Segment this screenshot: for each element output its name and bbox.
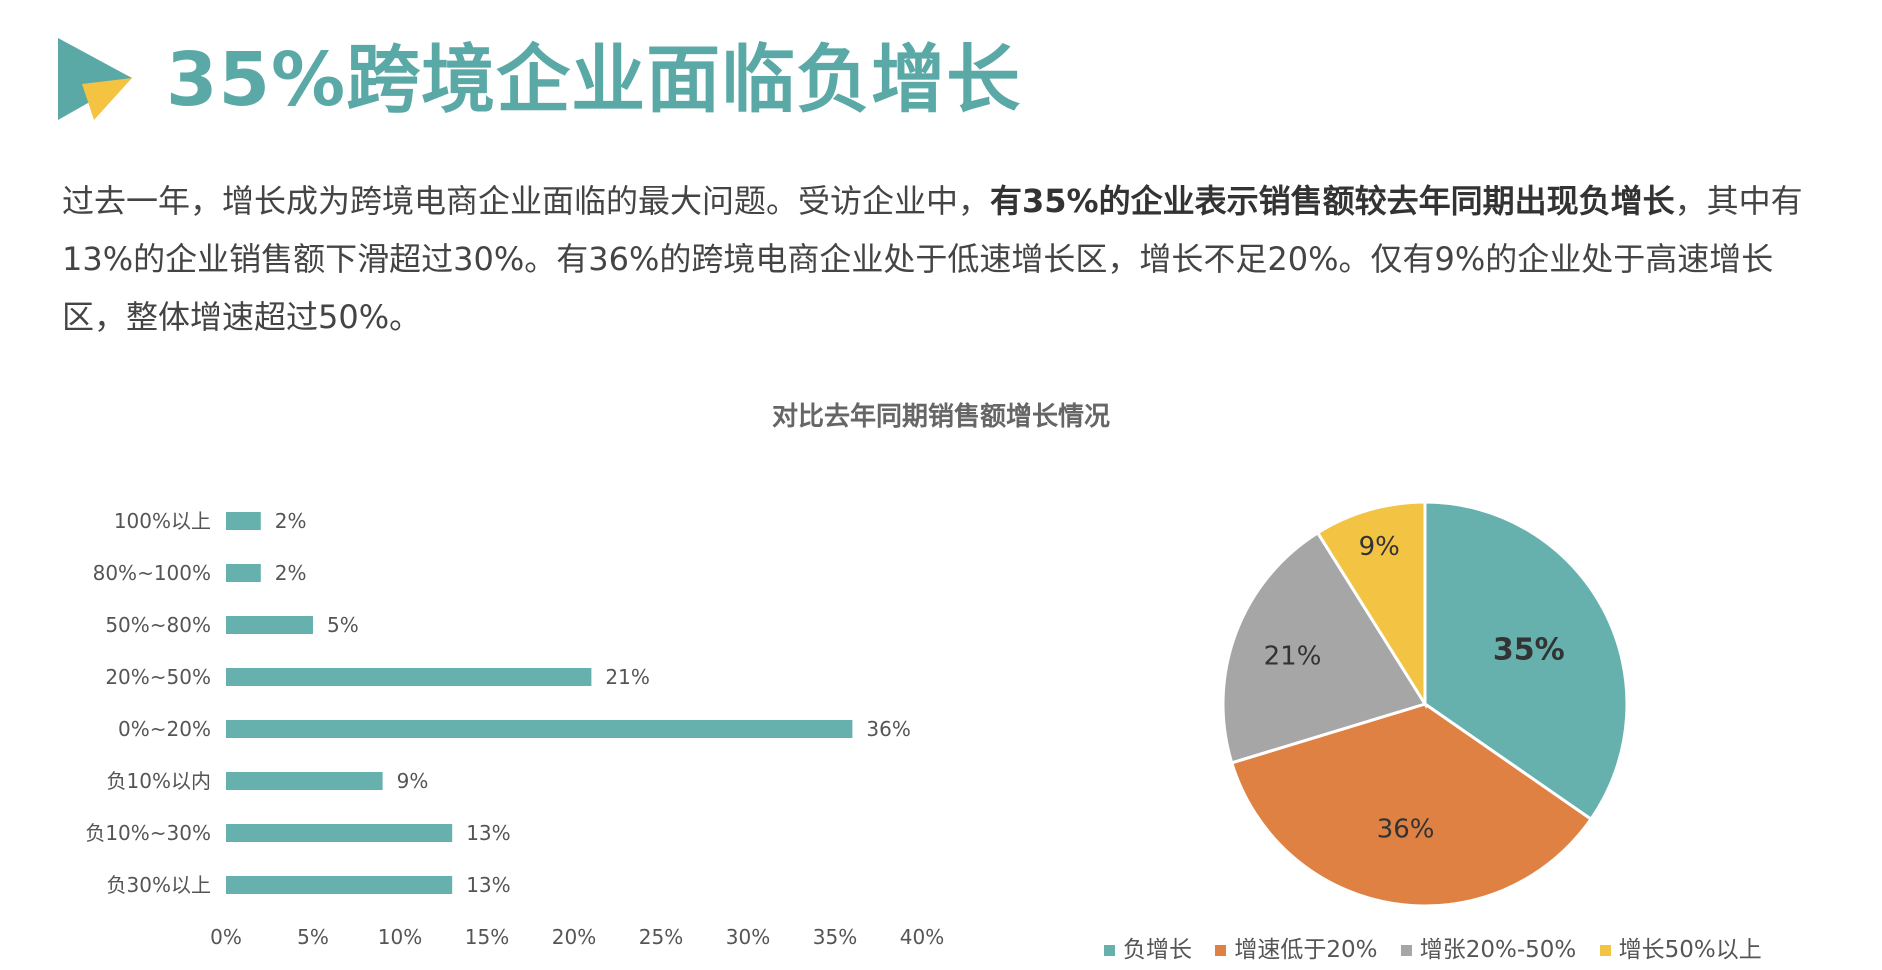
bar-category-label: 0%~20% <box>118 717 211 741</box>
bar-category-label: 负10%~30% <box>85 821 211 845</box>
bar-category-label: 80%~100% <box>93 561 211 585</box>
bar <box>226 668 592 686</box>
bar-value-label: 13% <box>466 821 510 845</box>
pie-slice <box>1221 530 1428 765</box>
pie-value-label: 9% <box>1359 532 1400 562</box>
pie-slice <box>1423 500 1629 822</box>
summary-highlight: 有35%的企业表示销售额较去年同期出现负增长 <box>990 182 1675 220</box>
legend-swatch <box>1400 945 1412 956</box>
legend-label: 增长50%以上 <box>1618 937 1762 963</box>
legend-item-negative: 负增长 <box>1104 930 1192 964</box>
bar <box>226 772 383 790</box>
x-tick-label: 25% <box>639 925 683 949</box>
bar-category-label: 负30%以上 <box>107 873 211 897</box>
x-tick-label: 0% <box>210 925 242 949</box>
bar-value-label: 2% <box>275 509 307 533</box>
bar-value-label: 2% <box>275 561 307 585</box>
x-tick-label: 15% <box>465 925 509 949</box>
legend-swatch <box>1215 945 1227 956</box>
pie-value-label: 35% <box>1493 633 1565 668</box>
bar <box>226 616 313 634</box>
bar-category-label: 负10%以内 <box>107 769 211 793</box>
summary-paragraph: 过去一年，增长成为跨境电商企业面临的最大问题。受访企业中，有35%的企业表示销售… <box>62 172 1832 346</box>
bar-category-label: 20%~50% <box>105 665 211 689</box>
summary-text-1: 过去一年，增长成为跨境电商企业面临的最大问题。受访企业中， <box>62 182 991 220</box>
bar <box>226 512 261 530</box>
pie-slice <box>1315 500 1427 710</box>
legend-label: 增张20%-50% <box>1419 937 1577 963</box>
bar-value-label: 9% <box>397 769 429 793</box>
legend-item-under-20: 增速低于20% <box>1215 930 1377 964</box>
pie-value-label: 36% <box>1377 815 1435 845</box>
bar-value-label: 13% <box>466 873 510 897</box>
legend-label: 增速低于20% <box>1234 937 1378 963</box>
bar-value-label: 21% <box>605 665 649 689</box>
legend-item-over-50: 增长50%以上 <box>1599 930 1762 964</box>
legend-label: 负增长 <box>1123 937 1192 963</box>
pie-value-label: 21% <box>1264 641 1322 671</box>
bar <box>226 720 853 738</box>
pie-legend: 负增长 增速低于20% 增张20%-50% 增长50%以上 <box>1104 930 1778 964</box>
x-tick-label: 40% <box>900 925 944 949</box>
x-tick-label: 20% <box>552 925 596 949</box>
x-tick-label: 35% <box>813 925 857 949</box>
x-tick-label: 30% <box>726 925 770 949</box>
chart-title: 对比去年同期销售额增长情况 <box>771 402 1110 432</box>
bar-category-label: 50%~80% <box>105 613 211 637</box>
summary-text-2: ，其中有13%的企业销售额下滑超过30%。有36%的跨境电商企业处于低速增长区，… <box>62 182 1803 336</box>
legend-swatch <box>1104 945 1115 956</box>
bar-category-label: 100%以上 <box>114 509 211 533</box>
play-triangle-logo-icon <box>58 38 132 120</box>
bar-value-label: 36% <box>866 717 910 741</box>
legend-item-20-50: 增张20%-50% <box>1400 930 1577 964</box>
x-tick-label: 5% <box>297 925 329 949</box>
bar <box>226 876 453 894</box>
bar <box>226 824 453 842</box>
pie-slice <box>1229 702 1594 908</box>
page-title: 35%跨境企业面临负增长 <box>166 37 1022 123</box>
bar <box>226 564 261 582</box>
bar-value-label: 5% <box>327 613 359 637</box>
x-tick-label: 10% <box>378 925 422 949</box>
legend-swatch <box>1599 945 1611 956</box>
